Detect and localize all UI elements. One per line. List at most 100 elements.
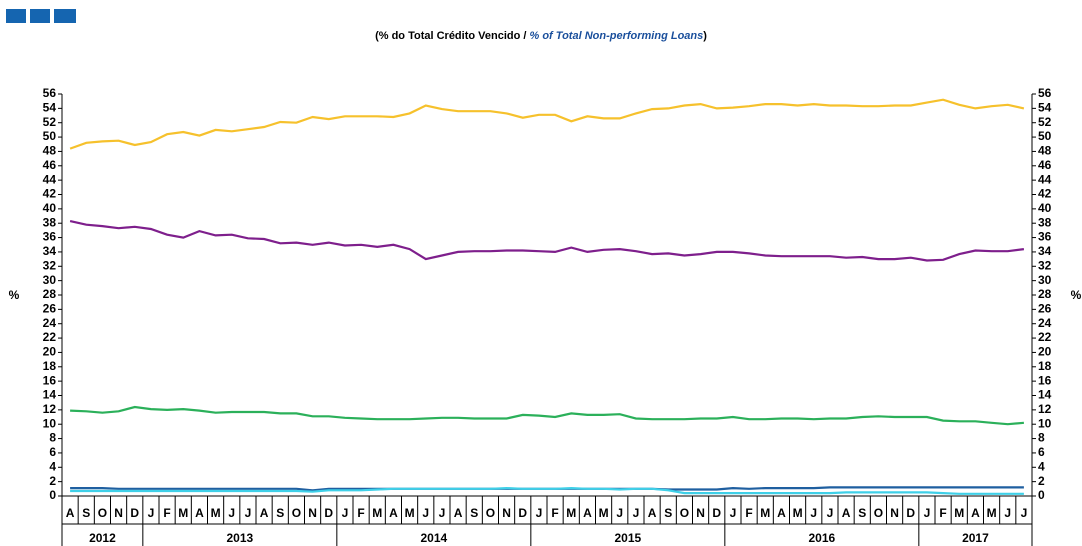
x-tick-label: M — [954, 506, 964, 520]
subtitle-part: % of Total Non-performing Loans — [530, 30, 704, 42]
y-tick-label: 4 — [49, 459, 56, 473]
logo-block — [54, 9, 76, 23]
year-label: 2013 — [226, 531, 253, 545]
x-tick-label: S — [664, 506, 672, 520]
x-tick-label: O — [292, 506, 301, 520]
y2-tick-label: 18 — [1038, 359, 1052, 373]
y2-tick-label: 48 — [1038, 144, 1052, 158]
y2-tick-label: 36 — [1038, 230, 1052, 244]
x-tick-label: J — [148, 506, 155, 520]
year-label: 2012 — [89, 531, 116, 545]
x-tick-label: F — [939, 506, 946, 520]
x-tick-label: F — [163, 506, 170, 520]
y-tick-label: 12 — [43, 402, 57, 416]
y2-tick-label: 12 — [1038, 402, 1052, 416]
x-tick-label: F — [551, 506, 558, 520]
x-tick-label: D — [518, 506, 527, 520]
y-tick-label: 50 — [43, 129, 57, 143]
y-tick-label: 18 — [43, 359, 57, 373]
y-tick-label: 44 — [43, 172, 57, 186]
y2-tick-label: 20 — [1038, 345, 1052, 359]
year-label: 2014 — [420, 531, 447, 545]
y-tick-label: 48 — [43, 144, 57, 158]
x-tick-label: D — [130, 506, 139, 520]
x-tick-label: A — [777, 506, 786, 520]
x-tick-label: M — [599, 506, 609, 520]
x-tick-label: J — [633, 506, 640, 520]
x-tick-label: F — [745, 506, 752, 520]
x-tick-label: J — [342, 506, 349, 520]
y2-tick-label: 14 — [1038, 388, 1052, 402]
x-tick-label: M — [793, 506, 803, 520]
x-tick-label: A — [648, 506, 657, 520]
x-tick-label: N — [308, 506, 317, 520]
year-label: 2015 — [614, 531, 641, 545]
y2-tick-label: 54 — [1038, 101, 1052, 115]
y2-tick-label: 38 — [1038, 215, 1052, 229]
chart-subtitle: (% do Total Crédito Vencido / % of Total… — [375, 30, 707, 42]
x-tick-label: A — [454, 506, 463, 520]
y-tick-label: 52 — [43, 115, 57, 129]
subtitle-part: ) — [703, 30, 707, 42]
x-tick-label: A — [66, 506, 75, 520]
x-tick-label: J — [730, 506, 737, 520]
x-tick-label: A — [260, 506, 269, 520]
year-label: 2017 — [962, 531, 989, 545]
x-tick-label: N — [502, 506, 511, 520]
y2-tick-label: 4 — [1038, 459, 1045, 473]
y-tick-label: 0 — [49, 488, 56, 502]
series-line — [70, 405, 1024, 426]
y-tick-label: 14 — [43, 388, 57, 402]
x-tick-label: N — [696, 506, 705, 520]
x-tick-label: M — [178, 506, 188, 520]
x-tick-label: S — [858, 506, 866, 520]
y-tick-label: 24 — [43, 316, 57, 330]
y-tick-label: 16 — [43, 373, 57, 387]
x-tick-label: F — [357, 506, 364, 520]
x-tick-label: A — [583, 506, 592, 520]
y-tick-label: 8 — [49, 431, 56, 445]
y2-tick-label: 26 — [1038, 302, 1052, 316]
y2-tick-label: 8 — [1038, 431, 1045, 445]
y-tick-label: 28 — [43, 287, 57, 301]
y2-tick-label: 0 — [1038, 488, 1045, 502]
y-tick-label: 56 — [43, 86, 57, 100]
y2-tick-label: 28 — [1038, 287, 1052, 301]
y-tick-label: 10 — [43, 416, 57, 430]
x-tick-label: J — [536, 506, 543, 520]
y-axis-label: % — [9, 288, 20, 302]
y2-tick-label: 2 — [1038, 474, 1045, 488]
logo-block — [6, 9, 26, 23]
y-tick-label: 2 — [49, 474, 56, 488]
y-tick-label: 42 — [43, 187, 57, 201]
x-tick-label: J — [1004, 506, 1011, 520]
y2-tick-label: 16 — [1038, 373, 1052, 387]
x-tick-label: M — [760, 506, 770, 520]
x-tick-label: A — [195, 506, 204, 520]
y-tick-label: 32 — [43, 258, 57, 272]
y2-tick-label: 6 — [1038, 445, 1045, 459]
x-tick-label: A — [389, 506, 398, 520]
x-tick-label: S — [276, 506, 284, 520]
x-tick-label: J — [439, 506, 446, 520]
y2-tick-label: 50 — [1038, 129, 1052, 143]
y-tick-label: 54 — [43, 101, 57, 115]
y-tick-label: 30 — [43, 273, 57, 287]
x-tick-label: J — [810, 506, 817, 520]
x-tick-label: S — [470, 506, 478, 520]
y-tick-label: 6 — [49, 445, 56, 459]
x-tick-label: J — [245, 506, 252, 520]
series-line — [69, 220, 1025, 262]
y-tick-label: 38 — [43, 215, 57, 229]
y2-tick-label: 40 — [1038, 201, 1052, 215]
y2-tick-label: 42 — [1038, 187, 1052, 201]
x-tick-label: M — [372, 506, 382, 520]
x-tick-label: A — [971, 506, 980, 520]
y2-axis-label: % — [1071, 288, 1082, 302]
y2-tick-label: 44 — [1038, 172, 1052, 186]
series-line — [69, 98, 1025, 150]
y-tick-label: 20 — [43, 345, 57, 359]
x-tick-label: J — [422, 506, 429, 520]
y2-tick-label: 46 — [1038, 158, 1052, 172]
